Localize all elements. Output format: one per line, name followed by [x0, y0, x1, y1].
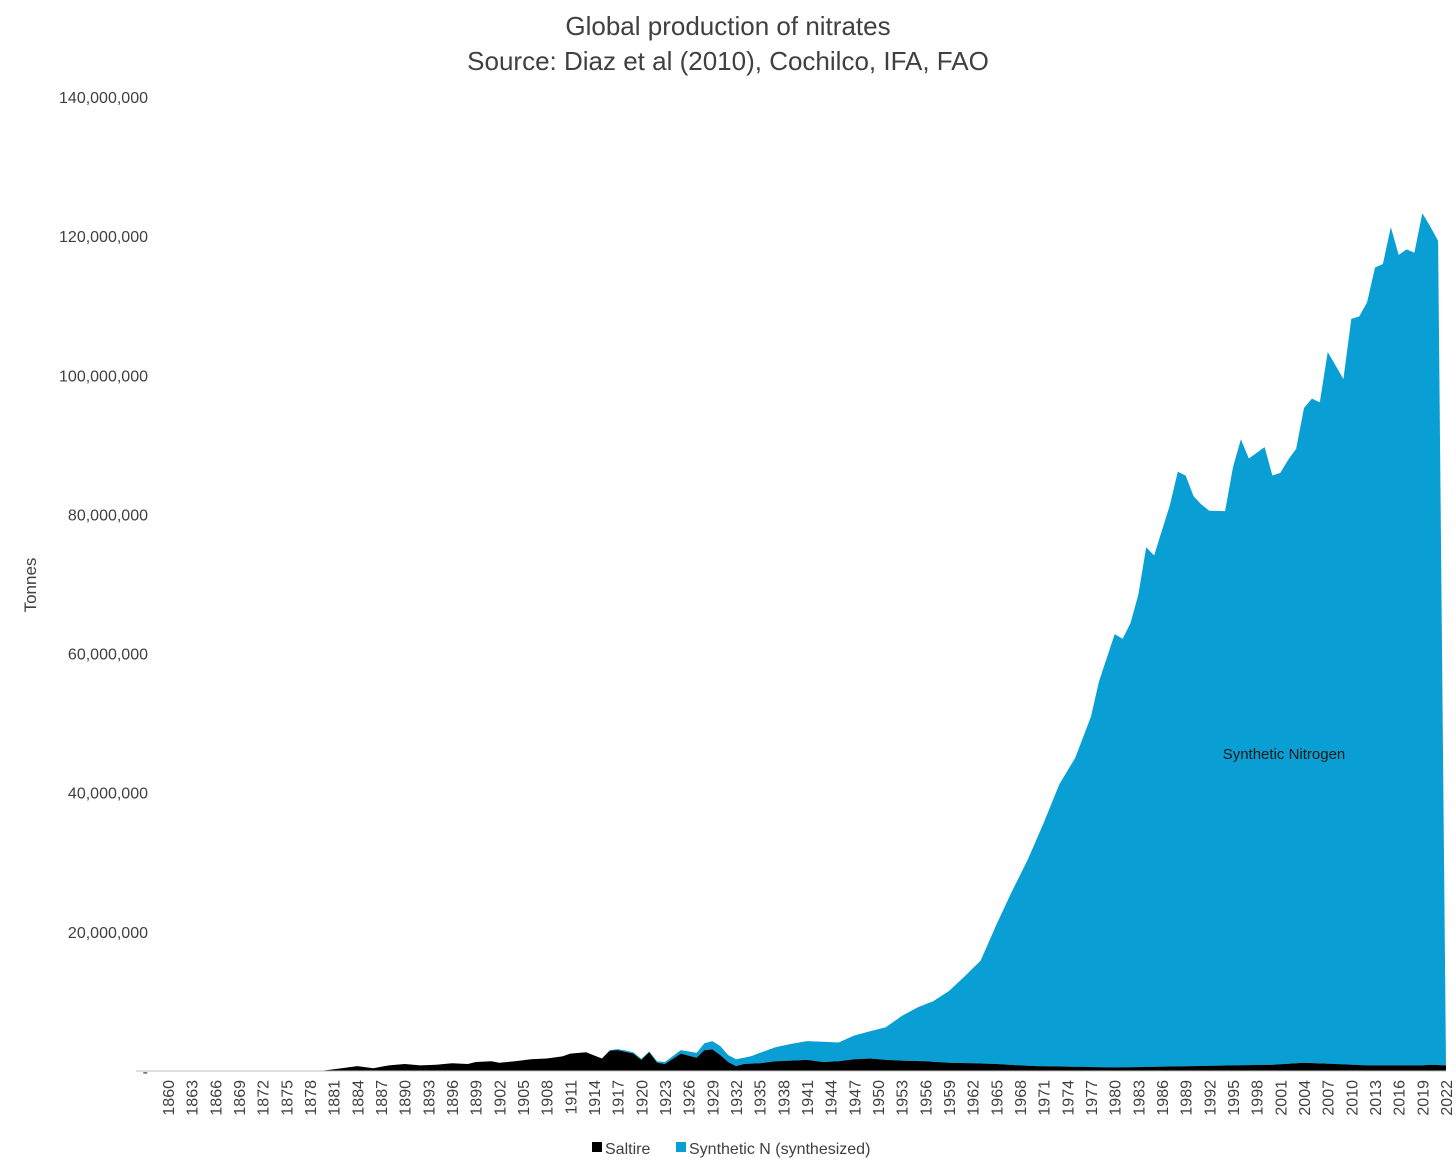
x-tick-label: 1962	[966, 1080, 983, 1116]
x-tick-label: 1947	[847, 1080, 864, 1116]
synthetic-nitrogen-annotation: Synthetic Nitrogen	[1223, 746, 1346, 763]
x-tick-label: 2004	[1297, 1080, 1314, 1116]
x-tick-label: 1917	[611, 1080, 628, 1116]
x-tick-label: 1932	[729, 1080, 746, 1116]
x-tick-label: 1890	[398, 1080, 415, 1116]
legend-label-saltire: Saltire	[605, 1141, 650, 1158]
x-tick-label: 2007	[1321, 1080, 1338, 1116]
legend-label-synthetic: Synthetic N (synthesized)	[689, 1141, 870, 1158]
x-tick-label: 1995	[1226, 1080, 1243, 1116]
x-tick-label: 1935	[753, 1080, 770, 1116]
x-tick-label: 1887	[374, 1080, 391, 1116]
x-tick-label: 1899	[469, 1080, 486, 1116]
y-axis-label: Tonnes	[21, 558, 40, 613]
y-tick-label: 80,000,000	[68, 507, 148, 524]
x-tick-label: 1977	[1084, 1080, 1101, 1116]
y-tick-label: 40,000,000	[68, 786, 148, 803]
chart-title: Global production of nitrates	[565, 11, 890, 41]
x-tick-label: 1986	[1155, 1080, 1172, 1116]
x-tick-label: 1926	[682, 1080, 699, 1116]
x-tick-label: 2010	[1344, 1080, 1361, 1116]
x-tick-label: 1923	[658, 1080, 675, 1116]
legend: Saltire Synthetic N (synthesized)	[592, 1141, 870, 1158]
x-tick-label: 1959	[942, 1080, 959, 1116]
synthetic-n-area	[168, 213, 1446, 1071]
x-tick-label: 1950	[871, 1080, 888, 1116]
x-tick-label: 1875	[279, 1080, 296, 1116]
x-tick-label: 1914	[587, 1080, 604, 1116]
x-axis-ticks: 1860 1863 1866 1869 1872 1875 1878 1881 1884 1887…	[161, 1080, 1456, 1116]
x-tick-label: 1941	[800, 1080, 817, 1116]
x-tick-label: 1968	[1013, 1080, 1030, 1116]
x-tick-label: 1902	[492, 1080, 509, 1116]
y-tick-label: -	[143, 1064, 148, 1081]
x-tick-label: 1881	[327, 1080, 344, 1116]
x-tick-label: 1938	[776, 1080, 793, 1116]
x-tick-label: 1878	[303, 1080, 320, 1116]
chart-subtitle: Source: Diaz et al (2010), Cochilco, IFA…	[467, 46, 989, 76]
x-tick-label: 1944	[824, 1080, 841, 1116]
x-tick-label: 1953	[895, 1080, 912, 1116]
plot-area	[136, 213, 1446, 1072]
x-tick-label: 1929	[705, 1080, 722, 1116]
x-tick-label: 2013	[1368, 1080, 1385, 1116]
x-tick-label: 1980	[1108, 1080, 1125, 1116]
x-tick-label: 1983	[1131, 1080, 1148, 1116]
x-tick-label: 1974	[1060, 1080, 1077, 1116]
x-tick-label: 1896	[445, 1080, 462, 1116]
saltire-area	[168, 1049, 1446, 1071]
x-tick-label: 2001	[1273, 1080, 1290, 1116]
x-tick-label: 1989	[1179, 1080, 1196, 1116]
x-tick-label: 1869	[232, 1080, 249, 1116]
x-tick-label: 1920	[634, 1080, 651, 1116]
y-axis-ticks: - 20,000,000 40,000,000 60,000,000 80,000,00…	[59, 90, 148, 1081]
x-tick-label: 2019	[1415, 1080, 1432, 1116]
x-tick-label: 1872	[256, 1080, 273, 1116]
x-tick-label: 1965	[989, 1080, 1006, 1116]
x-tick-label: 1866	[208, 1080, 225, 1116]
x-tick-label: 1884	[350, 1080, 367, 1116]
x-tick-label: 1863	[185, 1080, 202, 1116]
x-tick-label: 1908	[540, 1080, 557, 1116]
y-tick-label: 60,000,000	[68, 647, 148, 664]
x-tick-label: 2022	[1439, 1080, 1456, 1116]
x-tick-label: 1893	[421, 1080, 438, 1116]
legend-swatch-saltire	[592, 1142, 602, 1152]
x-tick-label: 1971	[1037, 1080, 1054, 1116]
y-tick-label: 140,000,000	[59, 90, 148, 107]
x-tick-label: 1956	[918, 1080, 935, 1116]
x-tick-label: 1911	[563, 1080, 580, 1115]
y-tick-label: 100,000,000	[59, 368, 148, 385]
legend-swatch-synthetic	[676, 1142, 686, 1152]
x-tick-label: 2016	[1392, 1080, 1409, 1116]
y-tick-label: 120,000,000	[59, 229, 148, 246]
x-tick-label: 1860	[161, 1080, 178, 1116]
x-tick-label: 1992	[1202, 1080, 1219, 1116]
x-tick-label: 1905	[516, 1080, 533, 1116]
y-tick-label: 20,000,000	[68, 925, 148, 942]
x-tick-label: 1998	[1250, 1080, 1267, 1116]
